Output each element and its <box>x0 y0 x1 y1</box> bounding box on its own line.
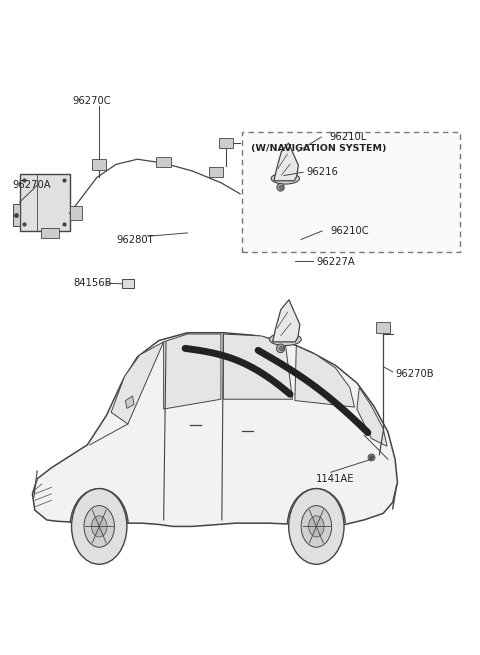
Bar <box>209 167 223 178</box>
Bar <box>40 229 59 238</box>
Polygon shape <box>295 346 355 407</box>
Bar <box>70 206 82 220</box>
Polygon shape <box>33 333 397 527</box>
Text: 96210L: 96210L <box>330 132 367 142</box>
Text: 96210C: 96210C <box>331 226 369 236</box>
Text: 1141AE: 1141AE <box>316 474 355 484</box>
Text: 96270A: 96270A <box>12 180 50 191</box>
Text: 96270C: 96270C <box>73 96 111 105</box>
Text: 96270B: 96270B <box>395 369 434 379</box>
Text: 96216: 96216 <box>307 167 339 178</box>
Ellipse shape <box>276 344 285 352</box>
Bar <box>122 279 134 288</box>
Circle shape <box>309 516 324 537</box>
Bar <box>376 322 390 333</box>
Circle shape <box>92 516 107 537</box>
Polygon shape <box>111 342 164 424</box>
Polygon shape <box>274 143 298 181</box>
Polygon shape <box>125 396 134 408</box>
Text: 84156B: 84156B <box>73 278 111 288</box>
FancyBboxPatch shape <box>242 132 459 252</box>
Bar <box>13 204 21 227</box>
Text: 96280T: 96280T <box>116 235 154 245</box>
Bar <box>20 174 70 231</box>
Polygon shape <box>357 388 387 446</box>
Circle shape <box>301 506 332 547</box>
Bar <box>156 157 171 167</box>
Bar <box>218 138 233 148</box>
Circle shape <box>84 506 114 547</box>
Text: (W/NAVIGATION SYSTEM): (W/NAVIGATION SYSTEM) <box>251 143 386 153</box>
Ellipse shape <box>269 333 301 346</box>
Ellipse shape <box>277 183 284 191</box>
Polygon shape <box>164 334 221 409</box>
Circle shape <box>72 489 127 564</box>
Circle shape <box>288 489 344 564</box>
Polygon shape <box>223 334 292 400</box>
Ellipse shape <box>271 173 300 184</box>
Text: 96227A: 96227A <box>316 257 355 267</box>
Polygon shape <box>273 300 300 342</box>
Bar <box>92 159 107 170</box>
